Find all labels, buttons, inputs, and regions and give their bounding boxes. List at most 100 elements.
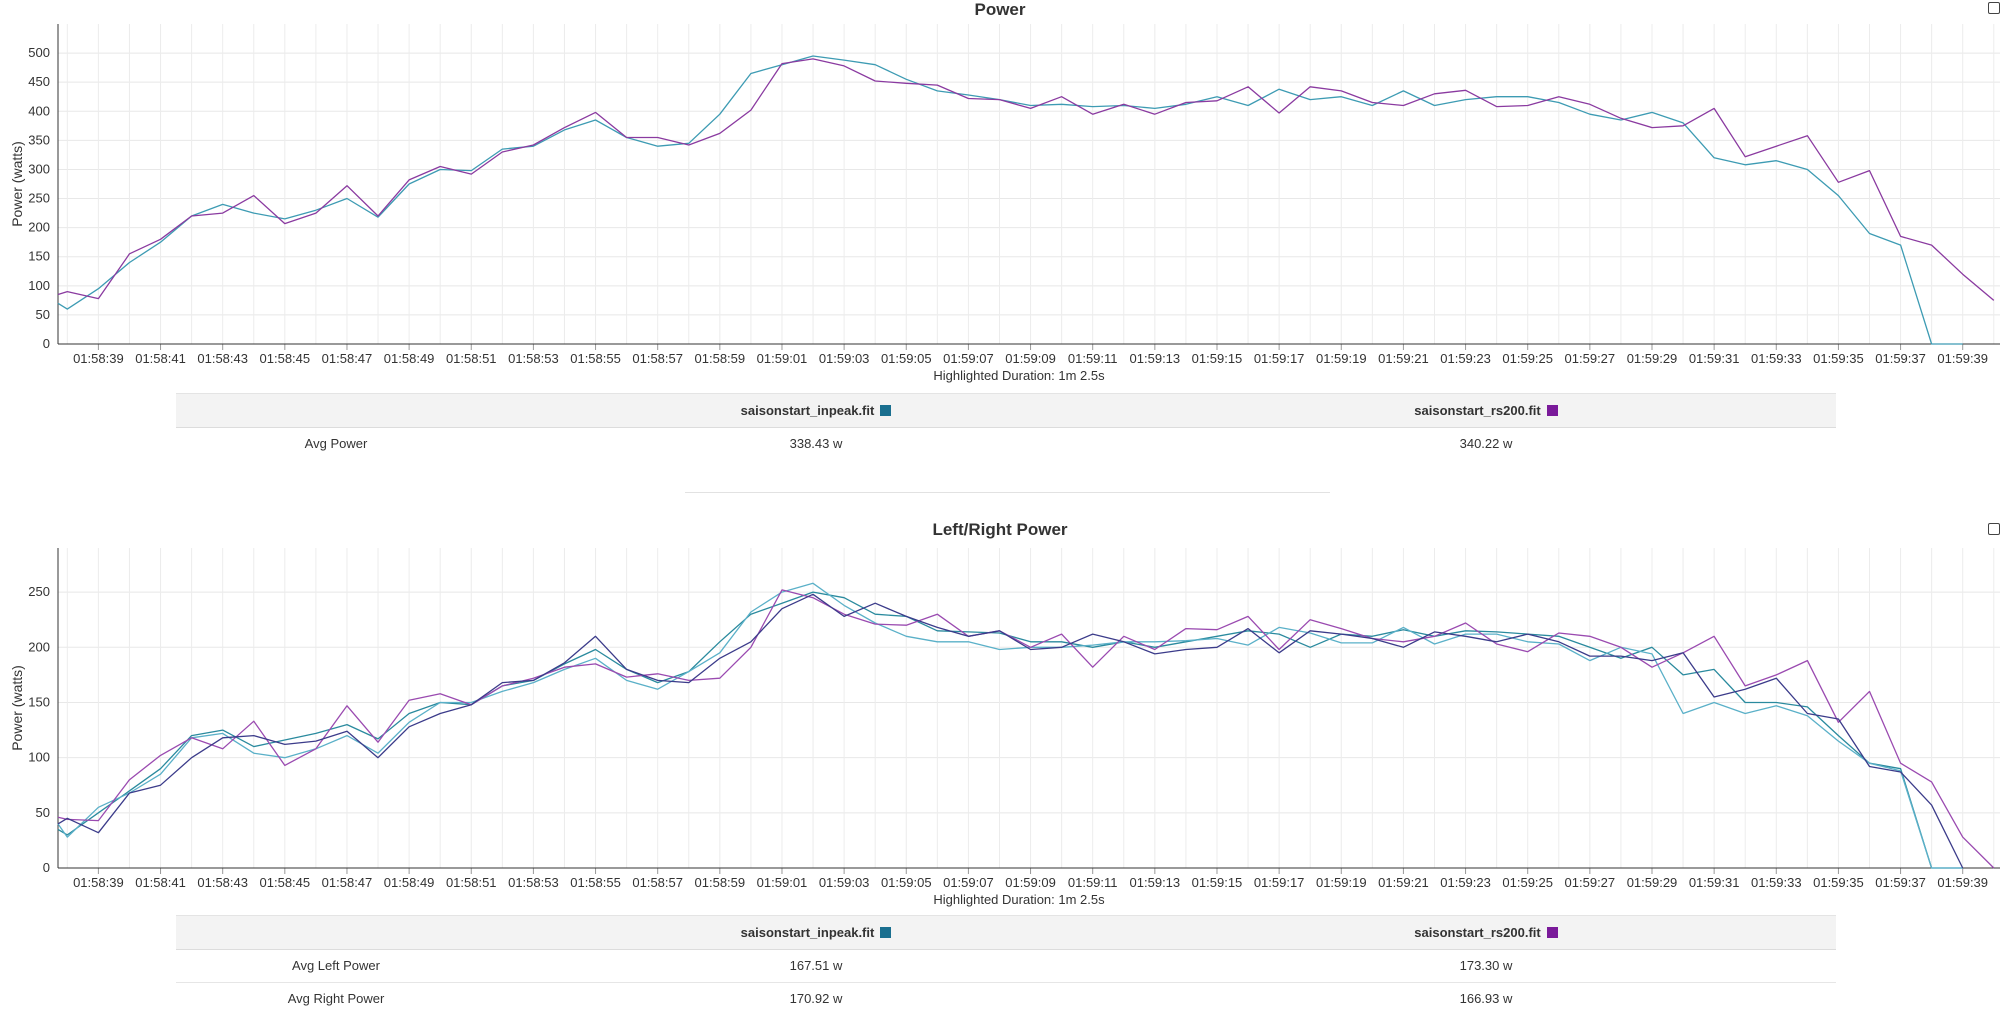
- x-tick-label: 01:59:15: [1192, 875, 1243, 890]
- x-tick-label: 01:59:25: [1502, 875, 1553, 890]
- x-tick-label: 01:59:37: [1875, 875, 1926, 890]
- x-tick-label: 01:58:53: [508, 351, 559, 366]
- row-value: 173.30 w: [1459, 958, 1513, 973]
- file-header-rs200: saisonstart_rs200.fit: [1326, 916, 1646, 949]
- series-line: [57, 55, 1963, 345]
- y-axis-label: Power (watts): [9, 665, 25, 751]
- x-tick-label: 01:58:41: [135, 351, 186, 366]
- x-tick-label: 01:59:17: [1254, 875, 1305, 890]
- x-tick-label: 01:59:29: [1627, 351, 1678, 366]
- x-tick-label: 01:59:19: [1316, 875, 1367, 890]
- chart-title: Left/Right Power: [932, 520, 1068, 539]
- x-tick-label: 01:58:43: [197, 875, 248, 890]
- x-tick-label: 01:59:09: [1005, 351, 1056, 366]
- chart-title: Power: [974, 0, 1026, 19]
- x-tick-label: 01:59:23: [1440, 351, 1491, 366]
- x-tick-label: 01:58:45: [260, 351, 311, 366]
- x-tick-label: 01:59:03: [819, 351, 870, 366]
- x-tick-label: 01:59:27: [1565, 351, 1616, 366]
- x-tick-label: 01:59:35: [1813, 875, 1864, 890]
- file-header-inpeak: saisonstart_inpeak.fit: [656, 394, 976, 427]
- highlighted-duration: Highlighted Duration: 1m 2.5s: [933, 368, 1105, 383]
- highlighted-duration: Highlighted Duration: 1m 2.5s: [933, 892, 1105, 907]
- x-tick-label: 01:59:29: [1627, 875, 1678, 890]
- y-tick-label: 100: [28, 278, 50, 293]
- x-tick-label: 01:59:21: [1378, 351, 1429, 366]
- x-tick-label: 01:58:57: [632, 875, 683, 890]
- x-tick-label: 01:59:31: [1689, 351, 1740, 366]
- x-tick-label: 01:59:33: [1751, 875, 1802, 890]
- x-tick-label: 01:59:31: [1689, 875, 1740, 890]
- row-label: Avg Left Power: [292, 958, 380, 973]
- x-tick-label: 01:59:25: [1502, 351, 1553, 366]
- x-tick-label: 01:58:39: [73, 351, 124, 366]
- y-tick-label: 0: [43, 336, 50, 351]
- x-tick-label: 01:59:11: [1068, 875, 1118, 890]
- file-name: saisonstart_rs200.fit: [1414, 403, 1541, 418]
- row-value: 170.92 w: [789, 991, 843, 1006]
- x-tick-label: 01:59:07: [943, 351, 994, 366]
- section-divider: [685, 492, 1330, 493]
- y-tick-label: 150: [28, 694, 50, 709]
- x-tick-label: 01:58:43: [197, 351, 248, 366]
- x-tick-label: 01:58:39: [73, 875, 124, 890]
- x-tick-label: 01:59:07: [943, 875, 994, 890]
- x-tick-label: 01:59:03: [819, 875, 870, 890]
- x-tick-label: 01:58:53: [508, 875, 559, 890]
- y-tick-label: 50: [36, 805, 50, 820]
- power-chart: 0 50 100 150 200 250 300 350 400 450 500 01:58:39 01…: [9, 24, 2000, 383]
- y-tick-label: 200: [28, 639, 50, 654]
- series-line: [57, 589, 1995, 869]
- x-tick-label: 01:59:27: [1565, 875, 1616, 890]
- x-tick-label: 01:59:13: [1130, 351, 1181, 366]
- x-tick-label: 01:59:39: [1937, 351, 1988, 366]
- x-tick-label: 01:58:47: [322, 875, 373, 890]
- stats-header: saisonstart_inpeak.fit saisonstart_rs200…: [176, 393, 1836, 428]
- y-tick-label: 250: [28, 191, 50, 206]
- file-header-rs200: saisonstart_rs200.fit: [1326, 394, 1646, 427]
- stats-header: saisonstart_inpeak.fit saisonstart_rs200…: [176, 915, 1836, 950]
- y-tick-label: 300: [28, 161, 50, 176]
- row-value: 166.93 w: [1459, 991, 1513, 1006]
- lr-stats-table: saisonstart_inpeak.fit saisonstart_rs200…: [176, 915, 1836, 1015]
- y-tick-label: 100: [28, 750, 50, 765]
- row-value: 167.51 w: [789, 958, 843, 973]
- y-tick-label: 500: [28, 45, 50, 60]
- x-tick-label: 01:59:39: [1937, 875, 1988, 890]
- x-tick-label: 01:59:05: [881, 875, 932, 890]
- x-tick-label: 01:58:41: [135, 875, 186, 890]
- y-tick-label: 200: [28, 220, 50, 235]
- inpeak-swatch: [880, 405, 892, 416]
- row-value: 340.22 w: [1459, 436, 1513, 451]
- row-label: Avg Power: [304, 436, 368, 451]
- external-link-icon[interactable]: [1988, 2, 2000, 14]
- x-tick-label: 01:58:51: [446, 875, 497, 890]
- x-tick-label: 01:59:21: [1378, 875, 1429, 890]
- x-tick-label: 01:58:45: [260, 875, 311, 890]
- series-line: [57, 593, 1964, 869]
- lr-power-panel: Left/Right Power 0 50 100 150 200 250 01:58:39…: [0, 520, 2000, 1006]
- x-tick-label: 01:59:11: [1068, 351, 1118, 366]
- table-row: Avg Left Power 167.51 w 173.30 w: [176, 950, 1836, 983]
- y-axis-label: Power (watts): [9, 141, 25, 227]
- y-tick-label: 150: [28, 249, 50, 264]
- external-link-icon[interactable]: [1988, 523, 2000, 535]
- x-tick-label: 01:58:59: [695, 875, 746, 890]
- x-tick-label: 01:59:05: [881, 351, 932, 366]
- file-header-inpeak: saisonstart_inpeak.fit: [656, 916, 976, 949]
- x-tick-label: 01:58:55: [570, 351, 621, 366]
- series-line: [57, 591, 1963, 869]
- x-tick-label: 01:58:59: [695, 351, 746, 366]
- file-name: saisonstart_inpeak.fit: [740, 403, 875, 418]
- x-tick-label: 01:59:19: [1316, 351, 1367, 366]
- file-name: saisonstart_inpeak.fit: [740, 925, 875, 940]
- file-name: saisonstart_rs200.fit: [1414, 925, 1541, 940]
- x-tick-label: 01:59:35: [1813, 351, 1864, 366]
- x-tick-label: 01:59:13: [1130, 875, 1181, 890]
- row-value: 338.43 w: [789, 436, 843, 451]
- x-tick-label: 01:59:37: [1875, 351, 1926, 366]
- x-tick-label: 01:59:15: [1192, 351, 1243, 366]
- x-tick-label: 01:58:51: [446, 351, 497, 366]
- y-tick-label: 350: [28, 132, 50, 147]
- table-row: Avg Right Power 170.92 w 166.93 w: [176, 983, 1836, 1015]
